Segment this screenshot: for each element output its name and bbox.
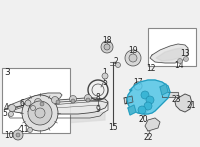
Text: 13: 13 xyxy=(180,49,190,57)
Text: 10: 10 xyxy=(4,132,14,141)
Text: 14: 14 xyxy=(174,61,184,70)
Circle shape xyxy=(31,106,36,111)
Polygon shape xyxy=(12,98,108,114)
Circle shape xyxy=(178,59,182,64)
Circle shape xyxy=(184,56,188,61)
Circle shape xyxy=(28,127,33,132)
FancyBboxPatch shape xyxy=(2,68,70,133)
Text: 23: 23 xyxy=(171,96,181,105)
Circle shape xyxy=(146,96,154,104)
Text: 4: 4 xyxy=(4,103,8,112)
Circle shape xyxy=(102,73,108,79)
Circle shape xyxy=(9,105,16,112)
Text: 11: 11 xyxy=(19,125,29,133)
Polygon shape xyxy=(162,92,178,97)
Circle shape xyxy=(13,130,23,140)
Circle shape xyxy=(116,62,120,67)
Circle shape xyxy=(70,96,77,102)
Circle shape xyxy=(40,102,44,106)
Circle shape xyxy=(71,99,75,103)
Text: 17: 17 xyxy=(133,77,143,86)
Text: 3: 3 xyxy=(4,67,10,76)
Polygon shape xyxy=(150,44,188,63)
Circle shape xyxy=(56,100,60,104)
Text: 1: 1 xyxy=(103,67,107,76)
Text: 7: 7 xyxy=(26,105,30,113)
Polygon shape xyxy=(175,94,192,112)
Text: 2: 2 xyxy=(114,56,118,66)
Polygon shape xyxy=(128,105,136,115)
Circle shape xyxy=(85,95,92,101)
FancyBboxPatch shape xyxy=(148,28,196,66)
Polygon shape xyxy=(14,112,105,127)
Circle shape xyxy=(35,98,42,106)
Circle shape xyxy=(86,98,90,102)
Circle shape xyxy=(101,41,113,53)
Circle shape xyxy=(144,102,152,110)
Text: 20: 20 xyxy=(138,115,148,123)
Text: 19: 19 xyxy=(128,46,138,55)
Polygon shape xyxy=(145,118,160,131)
Text: 5: 5 xyxy=(103,77,107,86)
Polygon shape xyxy=(124,96,133,104)
Circle shape xyxy=(22,95,58,131)
Polygon shape xyxy=(156,48,185,61)
Text: 6: 6 xyxy=(20,98,24,107)
Polygon shape xyxy=(8,93,62,107)
Circle shape xyxy=(125,50,141,66)
Polygon shape xyxy=(160,84,168,95)
Circle shape xyxy=(129,54,137,62)
Circle shape xyxy=(104,44,110,50)
Text: 9: 9 xyxy=(96,105,100,113)
Circle shape xyxy=(138,106,146,114)
Text: 22: 22 xyxy=(143,133,153,142)
Circle shape xyxy=(16,133,20,137)
Text: 18: 18 xyxy=(102,35,112,45)
Polygon shape xyxy=(127,80,170,114)
Text: 5: 5 xyxy=(3,110,7,118)
Text: 16: 16 xyxy=(123,96,133,106)
Circle shape xyxy=(25,100,31,106)
Text: 12: 12 xyxy=(146,64,156,72)
Text: 15: 15 xyxy=(108,122,118,132)
Circle shape xyxy=(9,112,14,117)
Circle shape xyxy=(35,108,45,118)
Circle shape xyxy=(52,96,59,103)
Circle shape xyxy=(28,101,52,125)
Circle shape xyxy=(141,91,149,99)
Text: 21: 21 xyxy=(186,101,196,111)
Text: 8: 8 xyxy=(96,92,100,101)
